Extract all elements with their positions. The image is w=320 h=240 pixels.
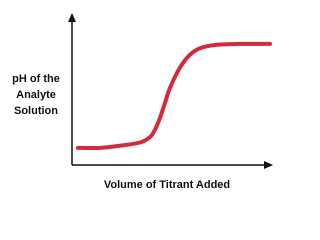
x-axis-label: Volume of Titrant Added	[104, 179, 230, 191]
x-axis-arrow	[264, 161, 273, 169]
chart: pH of the Analyte Solution Volume of Tit…	[12, 13, 273, 191]
y-axis-label: Solution	[14, 105, 58, 117]
y-axis-label: pH of the	[12, 73, 60, 85]
y-axis-arrow	[68, 13, 76, 22]
titration-curve	[76, 41, 272, 151]
page: pH of the Analyte Solution Volume of Tit…	[12, 13, 273, 191]
y-axis-label: Analyte	[16, 89, 56, 101]
